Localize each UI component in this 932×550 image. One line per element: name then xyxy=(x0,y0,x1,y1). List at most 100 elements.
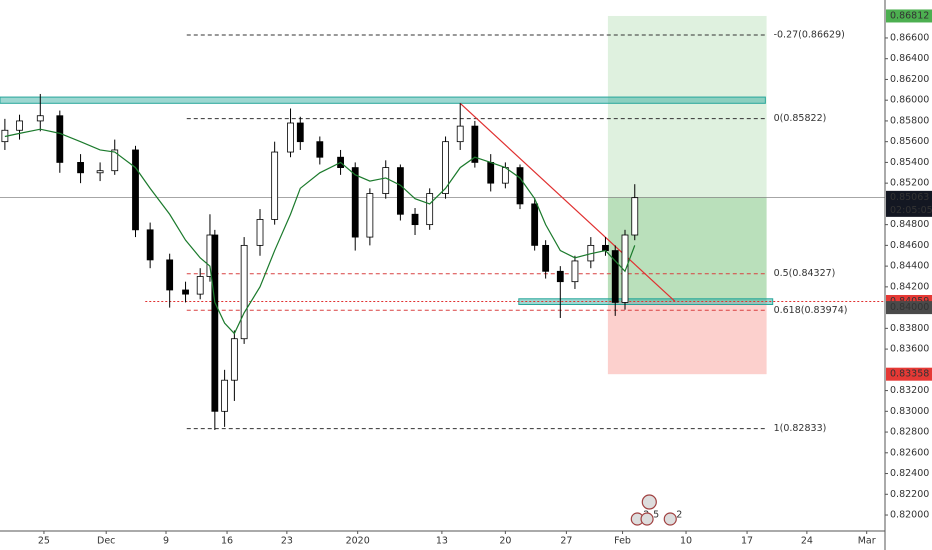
y-tick-label: 0.86600 xyxy=(890,32,929,43)
y-tick-label: 0.82600 xyxy=(890,447,929,458)
y-tick-label: 0.84200 xyxy=(890,281,929,292)
candle-body xyxy=(240,244,248,340)
candle-body xyxy=(602,244,609,251)
candle-body xyxy=(230,338,238,381)
moving-average xyxy=(4,128,636,335)
x-tick-label: 23 xyxy=(281,536,293,547)
candle-body xyxy=(196,276,204,295)
y-tick-label: 0.83800 xyxy=(890,323,929,334)
candle-body xyxy=(531,203,539,246)
y-tick-label: 0.85200 xyxy=(890,178,929,189)
candle-body xyxy=(556,270,564,283)
price-label: 0.84000 xyxy=(890,302,929,313)
candle-body xyxy=(271,151,279,220)
candle-body xyxy=(471,125,479,163)
price-label: 0.85063 xyxy=(890,192,929,203)
candle-body xyxy=(77,162,84,174)
candle-body xyxy=(611,250,619,303)
event-count: 2 xyxy=(676,510,682,521)
y-tick-label: 0.82800 xyxy=(890,427,929,438)
event-count: 5 xyxy=(653,510,659,521)
y-tick-label: 0.86200 xyxy=(890,74,929,85)
y-tick-label: 0.84800 xyxy=(890,219,929,230)
fib-label: 0.5(0.84327) xyxy=(774,268,836,279)
y-tick-label: 0.84400 xyxy=(890,261,929,272)
fib-label: 0(0.85822) xyxy=(774,113,827,124)
x-tick-label: Feb xyxy=(614,536,631,547)
candle-body xyxy=(501,167,509,184)
fib-label: 0.618(0.83974) xyxy=(774,305,848,316)
x-tick-label: 16 xyxy=(221,536,233,547)
price-label: 0.83358 xyxy=(890,369,929,380)
candle-body xyxy=(396,167,404,215)
x-tick-label: 27 xyxy=(560,536,572,547)
candle-body xyxy=(146,229,154,261)
event-icon[interactable] xyxy=(641,494,657,510)
price-label-box xyxy=(886,367,932,381)
x-tick-label: 24 xyxy=(801,536,813,547)
event-icon[interactable] xyxy=(663,512,677,526)
candle-body xyxy=(382,167,390,194)
candle-body xyxy=(56,115,64,163)
candle-body xyxy=(256,219,264,246)
x-tick-label: Mar xyxy=(858,536,876,547)
fib-label: -0.27(0.86629) xyxy=(774,29,845,40)
x-tick-label: 2020 xyxy=(346,536,370,547)
y-tick-label: 0.85600 xyxy=(890,136,929,147)
x-tick-label: 20 xyxy=(499,536,511,547)
candle-body xyxy=(221,379,229,412)
countdown-label: 02:05:05 xyxy=(890,205,932,216)
event-icon[interactable] xyxy=(640,512,654,526)
x-tick-label: 17 xyxy=(741,536,753,547)
fib-label: 1(0.82833) xyxy=(774,423,827,434)
candle-body xyxy=(287,122,294,153)
x-tick-label: 25 xyxy=(38,536,50,547)
candle-body xyxy=(96,170,104,174)
price-axis-bg xyxy=(885,0,932,550)
y-tick-label: 0.85800 xyxy=(890,115,929,126)
price-label-box xyxy=(886,190,932,217)
stop-area xyxy=(607,301,767,375)
x-tick-label: 9 xyxy=(163,536,169,547)
candle-body xyxy=(456,125,464,143)
y-tick-label: 0.83000 xyxy=(890,406,929,417)
candle-body xyxy=(571,260,579,283)
y-tick-label: 0.83200 xyxy=(890,385,929,396)
x-tick-label: Dec xyxy=(97,536,115,547)
y-tick-label: 0.82400 xyxy=(890,468,929,479)
candle-body xyxy=(442,141,449,194)
x-tick-label: 13 xyxy=(436,536,448,547)
candle-body xyxy=(366,193,374,238)
y-tick-label: 0.82200 xyxy=(890,489,929,500)
candle-body xyxy=(542,244,550,272)
candle-body xyxy=(16,120,23,131)
zone xyxy=(0,96,766,104)
price-label-box xyxy=(886,9,932,23)
candle-body xyxy=(111,149,119,172)
candle-body xyxy=(132,149,139,231)
price-label-box xyxy=(886,301,932,315)
candle-body xyxy=(411,213,419,226)
y-tick-label: 0.82000 xyxy=(890,510,929,521)
candle-body xyxy=(351,167,359,238)
price-label: 0.86812 xyxy=(890,10,929,21)
candle-body xyxy=(487,162,495,184)
candle-body xyxy=(166,259,174,291)
y-tick-label: 0.83600 xyxy=(890,344,929,355)
y-tick-label: 0.86000 xyxy=(890,95,929,106)
candle-body xyxy=(631,197,639,236)
candle-body xyxy=(316,141,324,158)
candle-body xyxy=(516,167,524,205)
candle-body xyxy=(182,289,189,295)
candle-body xyxy=(211,234,219,412)
target-area xyxy=(607,15,767,302)
y-tick-label: 0.86400 xyxy=(890,53,929,64)
y-tick-label: 0.85400 xyxy=(890,157,929,168)
trendline xyxy=(459,102,676,302)
y-tick-label: 0.84600 xyxy=(890,240,929,251)
candle-body xyxy=(36,115,44,122)
x-tick-label: 10 xyxy=(680,536,692,547)
candle-body xyxy=(426,193,434,226)
